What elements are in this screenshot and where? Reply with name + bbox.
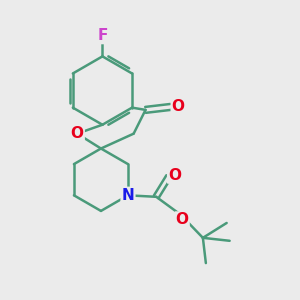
Text: O: O <box>172 99 185 114</box>
Text: N: N <box>122 188 134 203</box>
Text: F: F <box>97 28 108 43</box>
Text: O: O <box>168 168 181 183</box>
Text: O: O <box>176 212 189 227</box>
Text: O: O <box>71 126 84 141</box>
